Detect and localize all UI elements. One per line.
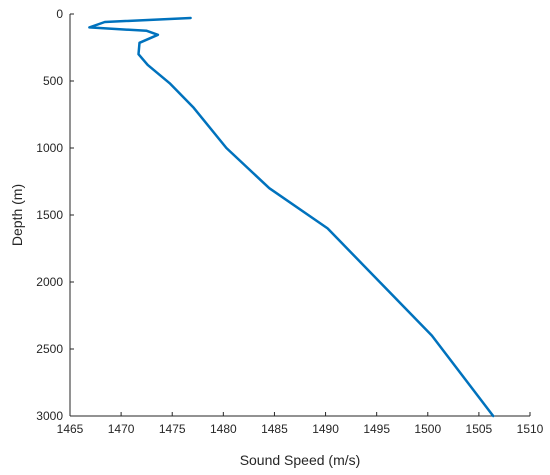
y-tick-label: 2000 (36, 275, 63, 289)
y-tick-label: 1000 (36, 141, 63, 155)
y-tick-label: 2500 (36, 342, 63, 356)
plot-area (88, 16, 495, 418)
x-tick-label: 1485 (261, 422, 288, 436)
x-tick-label: 1510 (517, 422, 544, 436)
series-line (88, 16, 495, 418)
x-tick-label: 1490 (312, 422, 339, 436)
y-tick-label: 1500 (36, 208, 63, 222)
y-tick-label: 0 (56, 7, 63, 21)
x-tick-label: 1500 (414, 422, 441, 436)
x-axis-label: Sound Speed (m/s) (240, 452, 361, 468)
axes: 1465 1470 1475 1480 1485 1490 1495 1500 1505 1510… (36, 7, 543, 436)
x-tick-label: 1465 (57, 422, 84, 436)
y-tick-label: 500 (43, 74, 63, 88)
y-axis-label: Depth (m) (9, 184, 25, 246)
y-tick-label: 3000 (36, 409, 63, 423)
x-tick-label: 1475 (159, 422, 186, 436)
x-tick-label: 1470 (108, 422, 135, 436)
x-tick-label: 1480 (210, 422, 237, 436)
x-tick-label: 1505 (466, 422, 493, 436)
x-tick-label: 1495 (363, 422, 390, 436)
